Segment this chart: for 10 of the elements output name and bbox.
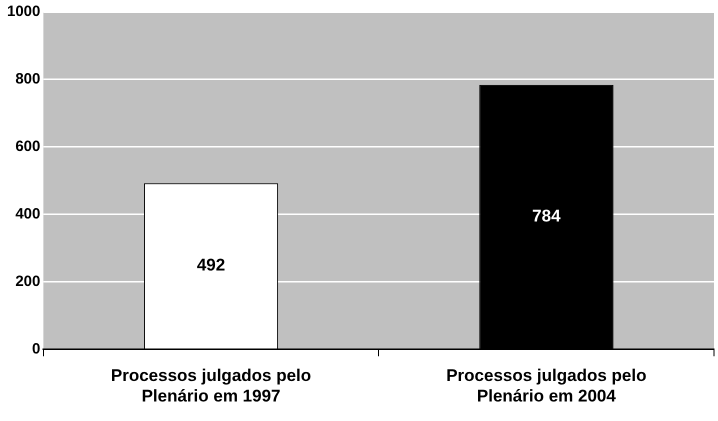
y-tick-label: 1000 bbox=[6, 3, 40, 20]
y-tick-label: 200 bbox=[15, 272, 40, 290]
data-label: 784 bbox=[532, 206, 562, 226]
y-tick-label: 800 bbox=[15, 70, 40, 88]
y-tick-label: 600 bbox=[15, 138, 40, 156]
x-tick-label: Processos julgados pelo Plenário em 1997 bbox=[110, 366, 312, 406]
y-tick-label: 0 bbox=[32, 340, 40, 358]
y-tick-label: 400 bbox=[15, 205, 40, 222]
data-label: 492 bbox=[196, 256, 226, 275]
x-tick-label: Processos julgados pelo Plenário em 2004 bbox=[446, 366, 646, 406]
